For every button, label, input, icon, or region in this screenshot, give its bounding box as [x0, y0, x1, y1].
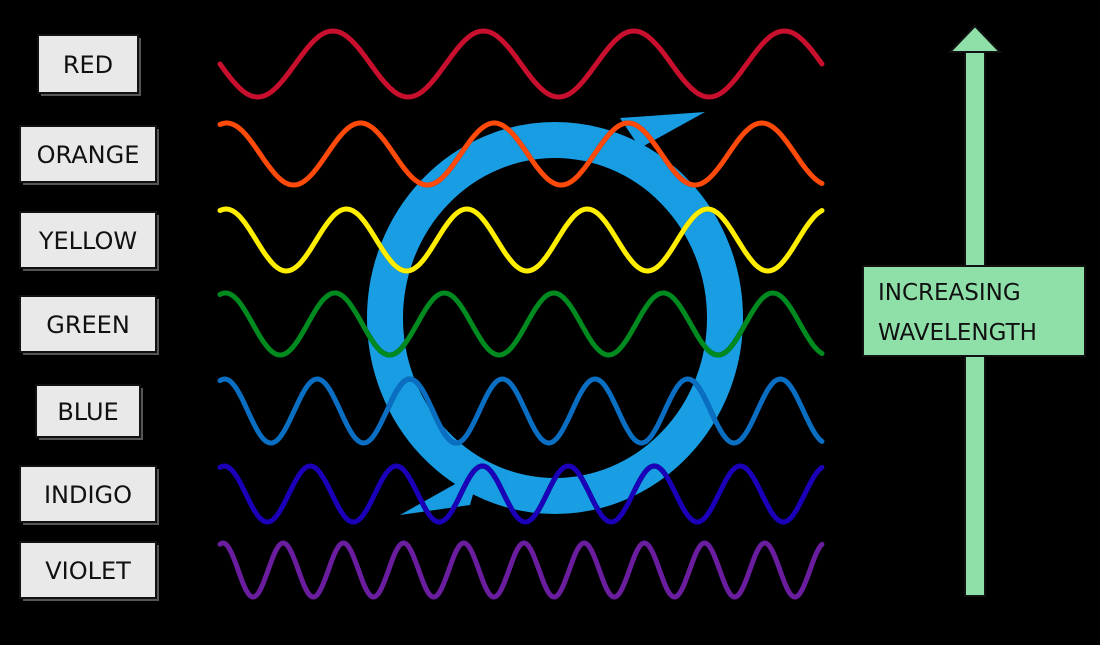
- label-yellow: YELLOW: [19, 211, 159, 271]
- wave-orange: [217, 120, 825, 188]
- arrow-label-box: [862, 265, 1086, 357]
- label-box: [19, 211, 157, 269]
- label-text: VIOLET: [45, 557, 131, 585]
- increasing-wavelength-arrow: INCREASING WAVELENGTH: [862, 24, 1086, 597]
- wave-indigo: [217, 463, 825, 525]
- label-box: [35, 384, 141, 438]
- label-text: BLUE: [57, 398, 118, 426]
- wave-outline-blue: [217, 376, 825, 446]
- label-box: [19, 541, 157, 599]
- label-text: GREEN: [46, 311, 130, 339]
- label-green: GREEN: [19, 295, 159, 355]
- label-violet: VIOLET: [19, 541, 159, 601]
- wave-green: [217, 290, 825, 358]
- label-text: YELLOW: [38, 227, 137, 255]
- wave-blue: [217, 376, 825, 446]
- wave-red: [217, 28, 825, 100]
- label-text: RED: [63, 51, 113, 79]
- label-text: ORANGE: [37, 141, 140, 169]
- label-box: [37, 34, 139, 94]
- arrow-label-line1: INCREASING: [878, 280, 1021, 306]
- label-indigo: INDIGO: [19, 465, 159, 525]
- arrow-head: [947, 24, 1003, 53]
- label-blue: BLUE: [35, 384, 143, 440]
- wave-yellow: [217, 206, 825, 274]
- wave-outline-violet: [217, 540, 825, 600]
- label-red: RED: [37, 34, 141, 96]
- logo-ring-icon: [367, 112, 743, 515]
- arrow-label-line2: WAVELENGTH: [878, 320, 1037, 346]
- wave-violet: [217, 540, 825, 600]
- label-box: [19, 295, 157, 353]
- label-text: INDIGO: [44, 481, 132, 509]
- label-box: [19, 465, 157, 523]
- label-orange: ORANGE: [19, 125, 159, 185]
- label-box: [19, 125, 157, 183]
